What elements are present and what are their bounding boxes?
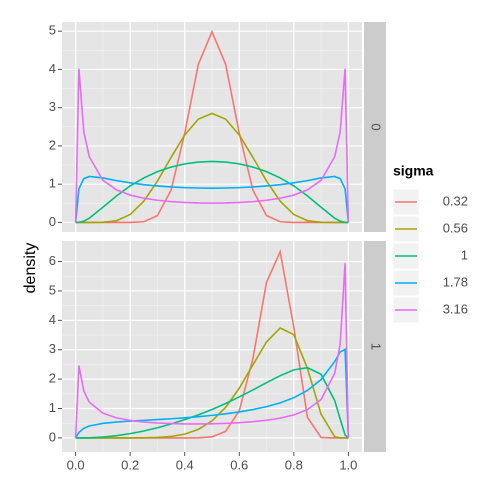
series-line [74, 175, 350, 223]
legend-label: 0.56 [443, 220, 468, 235]
legend-label: 0.32 [443, 193, 468, 208]
series-line [74, 263, 350, 438]
y-tick-label: 0 [49, 429, 56, 444]
x-tick-label: 0.8 [285, 457, 303, 472]
facet-label: 0 [369, 123, 384, 130]
y-tick-label: 4 [49, 312, 56, 327]
series-line [74, 347, 350, 439]
y-tick-label: 5 [49, 282, 56, 297]
facet-strip [364, 22, 386, 232]
legend-label: 3.16 [443, 301, 468, 316]
y-tick-label: 2 [49, 137, 56, 152]
y-tick-label: 4 [49, 61, 56, 76]
y-tick-label: 3 [49, 341, 56, 356]
facet-strip [364, 241, 386, 452]
y-tick-label: 6 [49, 253, 56, 268]
x-tick-label: 1.0 [339, 457, 357, 472]
y-tick-label: 2 [49, 371, 56, 386]
legend-label: 1.78 [443, 274, 468, 289]
facet-label: 1 [369, 343, 384, 350]
legend-label: 1 [461, 247, 468, 262]
series-line [75, 366, 349, 439]
x-tick-label: 0.6 [230, 457, 248, 472]
x-tick-label: 0.0 [67, 457, 85, 472]
y-tick-label: 0 [49, 214, 56, 229]
series-line [75, 160, 349, 224]
y-axis-label: density [22, 243, 39, 294]
series-line [75, 112, 349, 224]
y-tick-label: 1 [49, 176, 56, 191]
y-tick-label: 3 [49, 99, 56, 114]
y-tick-label: 1 [49, 400, 56, 415]
x-tick-label: 0.4 [176, 457, 194, 472]
series-line [74, 68, 350, 223]
x-tick-label: 0.2 [121, 457, 139, 472]
y-tick-label: 5 [49, 23, 56, 38]
legend-title: sigma [393, 163, 434, 179]
